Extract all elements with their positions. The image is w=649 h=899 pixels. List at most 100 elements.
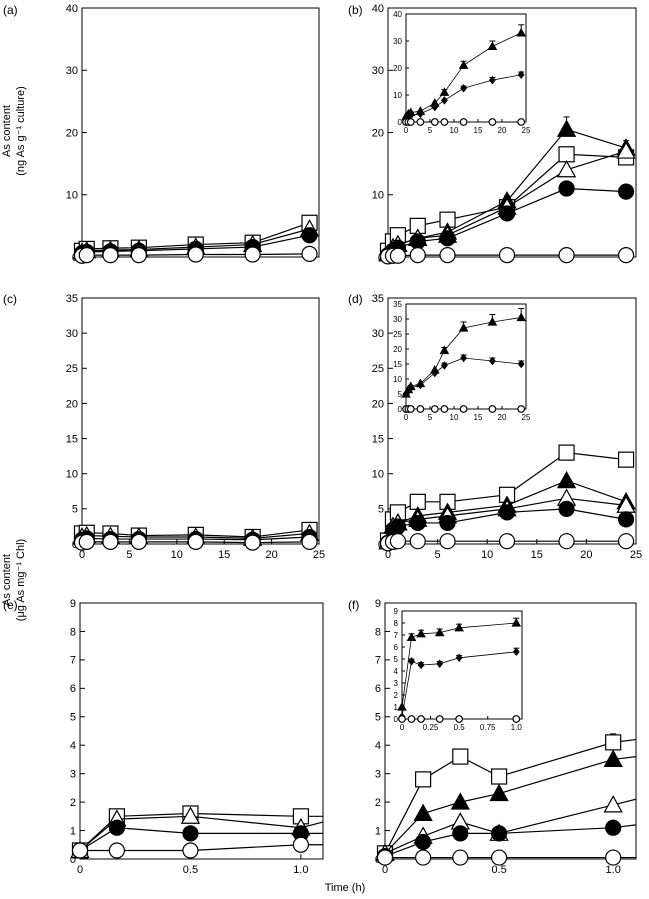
panel-b-point bbox=[498, 247, 516, 264]
panel-f-point bbox=[490, 849, 508, 866]
panel-f-point bbox=[413, 803, 433, 821]
panel-c-point bbox=[78, 533, 95, 550]
inset-f-ytick-label: 1 bbox=[394, 703, 399, 712]
panel-b-point bbox=[556, 119, 577, 137]
panel-f-point bbox=[605, 734, 622, 751]
panel-f-ytick-label: 8 bbox=[375, 626, 381, 638]
panel-c-xtick-label: 20 bbox=[265, 549, 277, 561]
inset-d-point bbox=[407, 383, 415, 393]
inset-b-point bbox=[430, 118, 439, 126]
ylabel-bottom-line2: (μg As mg⁻¹ Chl) bbox=[15, 539, 27, 621]
panel-f-point bbox=[605, 819, 622, 836]
panel-e-point bbox=[182, 825, 199, 842]
inset-f-point bbox=[406, 632, 417, 642]
inset-f-point bbox=[512, 647, 520, 657]
inset-d-point bbox=[416, 380, 424, 390]
panel-a-point bbox=[78, 247, 95, 264]
panel-f-ytick-label: 4 bbox=[375, 740, 381, 752]
inset-b-point bbox=[416, 109, 424, 119]
inset-b-ytick-label: 10 bbox=[393, 91, 402, 100]
panel-d-ytick-label: 20 bbox=[372, 398, 384, 410]
inset-b-point bbox=[488, 118, 497, 126]
inset-d-point bbox=[440, 405, 449, 413]
panel-b-point bbox=[616, 141, 636, 159]
panel-e-series-circle-open bbox=[71, 836, 323, 859]
panel-e-xtick-label: 0 bbox=[77, 864, 83, 876]
panel-e-ytick-label: 2 bbox=[70, 797, 76, 809]
inset-d-ytick-label: 30 bbox=[393, 315, 402, 324]
panel-f-point bbox=[490, 825, 508, 842]
inset-f-ytick-label: 6 bbox=[394, 643, 399, 652]
inset-f-xtick-label: 0.5 bbox=[454, 723, 466, 732]
inset-f-point bbox=[408, 657, 415, 666]
inset-f-point bbox=[417, 715, 425, 723]
panel-d-point bbox=[498, 504, 516, 521]
inset-f-point bbox=[436, 659, 444, 669]
panel-c-xtick-label: 5 bbox=[126, 549, 132, 561]
panel-d-point bbox=[439, 514, 456, 532]
inset-d-point bbox=[517, 359, 525, 369]
panel-e-ytick-label: 6 bbox=[70, 683, 76, 695]
inset-d-xtick-label: 20 bbox=[498, 413, 507, 422]
panel-e-ytick-label: 3 bbox=[70, 769, 76, 781]
panel-c-frame bbox=[81, 297, 320, 545]
panel-c-series-circle-open bbox=[73, 533, 318, 551]
panel-b-point bbox=[558, 146, 575, 163]
inset-b-xtick-label: 0 bbox=[404, 126, 409, 135]
panel-e-point bbox=[292, 836, 310, 853]
inset-b-xtick-label: 25 bbox=[522, 126, 531, 135]
inset-f-xtick-label: 0.25 bbox=[423, 723, 439, 732]
panel-c-ytick-label: 20 bbox=[66, 398, 78, 410]
panel-f-point bbox=[603, 749, 623, 767]
inset-f-point bbox=[416, 628, 426, 638]
inset-d-xtick-label: 0 bbox=[404, 413, 409, 422]
panel-f-point bbox=[452, 825, 469, 842]
panel-b-point bbox=[558, 247, 575, 264]
panel-f-point bbox=[489, 783, 509, 802]
panel-e-ytick-label: 7 bbox=[70, 655, 76, 667]
panel-label-e: (e) bbox=[3, 598, 18, 612]
inset-d-ytick-label: 5 bbox=[398, 390, 403, 399]
inset-b-ytick-label: 20 bbox=[393, 64, 402, 73]
inset-b-series-diamond-filled bbox=[402, 70, 525, 123]
inset-f-point bbox=[435, 715, 444, 723]
panel-b-series-circle-open bbox=[379, 247, 635, 265]
panel-f-point bbox=[376, 849, 394, 866]
inset-f-point bbox=[398, 715, 406, 723]
panel-a-ytick-label: 40 bbox=[66, 3, 78, 15]
panel-b-point bbox=[556, 159, 577, 178]
panel-c-xtick-label: 10 bbox=[171, 549, 183, 561]
panel-c-ytick-label: 25 bbox=[66, 363, 78, 375]
panel-f-ytick-label: 9 bbox=[375, 598, 381, 610]
panel-label-b: (b) bbox=[348, 3, 363, 17]
panel-f-xtick-label: 0.5 bbox=[491, 864, 506, 876]
inset-b: 0 10 20 30 40 0 5 10 15 20 25 bbox=[393, 10, 531, 135]
panel-label-d: (d) bbox=[348, 292, 363, 306]
panel-f-point bbox=[415, 849, 432, 866]
panel-f-point bbox=[605, 849, 622, 866]
panel-e: 0 1 2 3 4 5 6 7 8 9 0 0.5 1.0 bbox=[70, 598, 324, 876]
panel-f-point bbox=[452, 748, 469, 765]
inset-d-point bbox=[431, 368, 439, 378]
panel-c-xtick-label: 25 bbox=[313, 549, 325, 561]
inset-f-point bbox=[512, 715, 521, 723]
panel-e-point bbox=[182, 842, 199, 859]
panel-b-point bbox=[439, 230, 456, 247]
inset-d-series-diamond-filled bbox=[402, 353, 525, 399]
panel-f-ytick-label: 5 bbox=[375, 712, 381, 724]
inset-b-point bbox=[517, 70, 525, 80]
panel-label-a: (a) bbox=[3, 3, 18, 17]
panel-a-point bbox=[187, 246, 204, 263]
panel-d-series-circle-open bbox=[379, 533, 635, 552]
x-axis-label: Time (h) bbox=[325, 882, 366, 894]
inset-b-point bbox=[416, 118, 425, 126]
panel-d-point bbox=[409, 533, 426, 550]
panel-c-xtick-label: 0 bbox=[79, 549, 85, 561]
inset-d-xtick-label: 10 bbox=[450, 413, 459, 422]
panel-d-point bbox=[556, 470, 577, 489]
panel-d-ytick-label: 15 bbox=[372, 433, 384, 445]
panel-e-xtick-label: 1.0 bbox=[293, 864, 308, 876]
panel-d-ytick-label: 10 bbox=[372, 469, 384, 481]
inset-b-ytick-label: 30 bbox=[393, 37, 402, 46]
